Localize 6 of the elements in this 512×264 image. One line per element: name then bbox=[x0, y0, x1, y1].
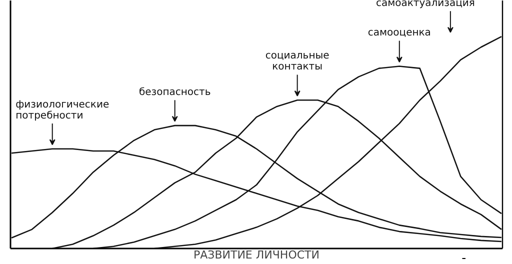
text: физиологические потребности bbox=[16, 99, 110, 122]
text: самоактуализация bbox=[376, 0, 475, 9]
text: безопасность bbox=[138, 87, 211, 98]
text: социальные контакты bbox=[265, 50, 330, 73]
x-axis-title: РАЗВИТИЕ ЛИЧНОСТИ bbox=[194, 248, 320, 262]
legend-label: самооценка bbox=[368, 28, 431, 39]
